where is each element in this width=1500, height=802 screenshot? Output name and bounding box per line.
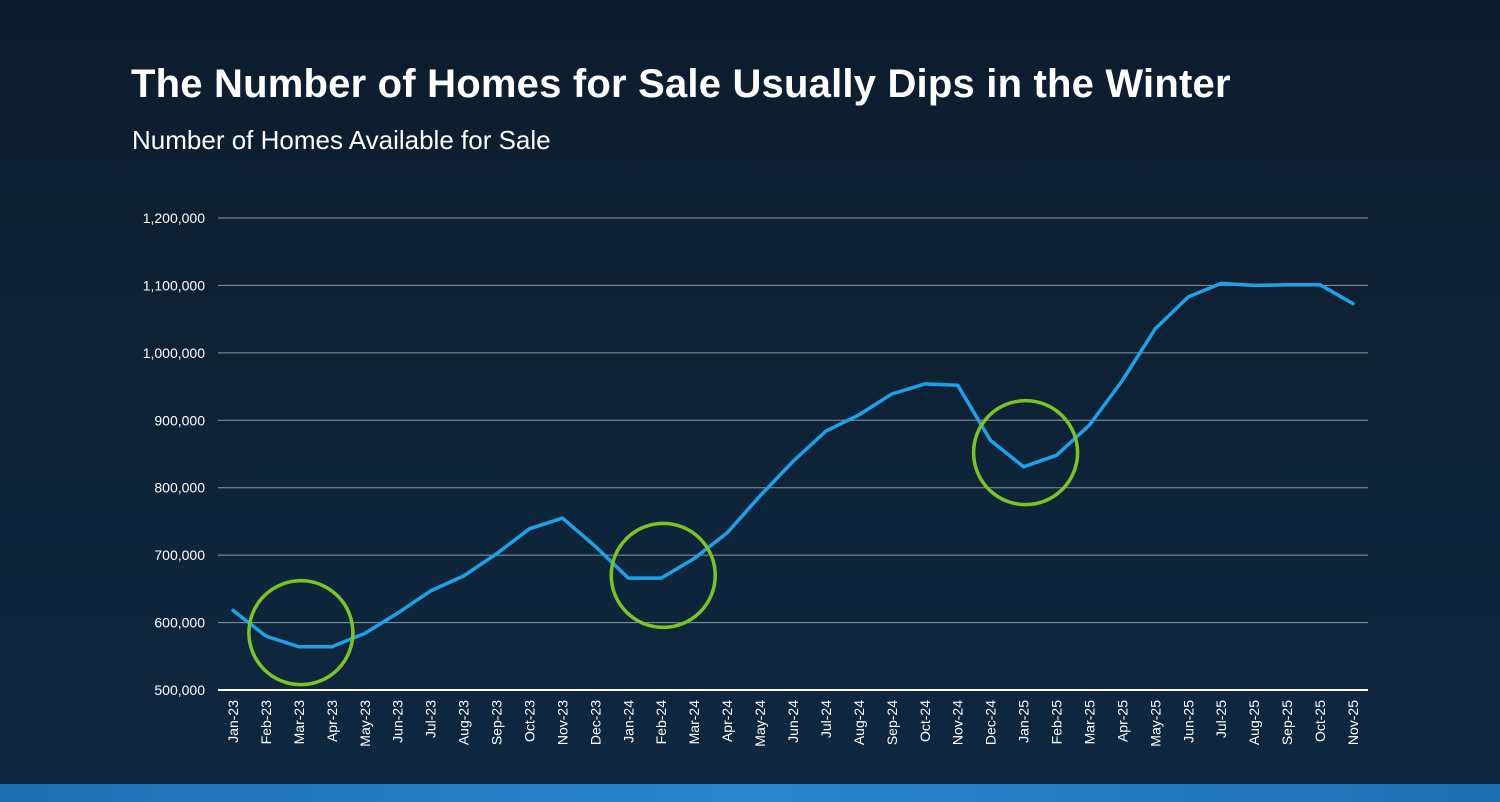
x-tick-label: Nov-25: [1345, 700, 1361, 745]
x-tick-label: Aug-24: [851, 700, 867, 745]
x-tick-label: Apr-25: [1114, 700, 1130, 742]
x-tick-label: Nov-23: [554, 700, 570, 745]
x-tick-label: Apr-23: [324, 700, 340, 742]
series-line: [231, 281, 1355, 649]
x-tick-label: Apr-24: [719, 700, 735, 742]
dip-highlight-circle: [247, 578, 355, 687]
dip-highlight-circle: [609, 521, 717, 630]
series-lines: [231, 281, 1355, 649]
x-tick-label: Oct-25: [1312, 700, 1328, 742]
chart-title: The Number of Homes for Sale Usually Dip…: [131, 62, 1231, 106]
x-tick-label: Jun-24: [785, 700, 801, 743]
x-tick-label: Jun-23: [390, 700, 406, 743]
x-tick-label: Mar-24: [686, 700, 702, 745]
grid-lines: [218, 217, 1368, 624]
x-tick-label: Oct-24: [917, 700, 933, 742]
x-tick-label: Sep-25: [1279, 700, 1295, 745]
x-tick-label: Aug-23: [456, 700, 472, 745]
y-tick-label: 600,000: [154, 615, 205, 631]
x-tick-label: May-25: [1147, 700, 1163, 747]
y-tick-label: 700,000: [154, 547, 205, 563]
x-tick-label: May-24: [752, 700, 768, 747]
y-axis-tick-labels: 500,000 600,000 700,000 800,000 900,000 1,000…: [143, 210, 206, 698]
footer-accent-bar: [0, 784, 1500, 802]
y-tick-label: 1,000,000: [143, 345, 205, 361]
y-tick-label: 500,000: [154, 682, 205, 698]
chart-subtitle: Number of Homes Available for Sale: [132, 125, 551, 155]
x-tick-label: Jan-23: [225, 700, 241, 743]
y-tick-label: 800,000: [154, 480, 205, 496]
x-tick-label: Feb-25: [1049, 700, 1065, 745]
y-tick-label: 900,000: [154, 412, 205, 428]
dip-highlight-circle: [971, 398, 1080, 507]
x-tick-label: Mar-25: [1081, 700, 1097, 745]
x-tick-label: Dec-24: [983, 700, 999, 745]
x-axis-tick-labels: Jan-23 Feb-23 Mar-23 Apr-23 May-23 Jun-23 Jul-…: [225, 700, 1361, 747]
x-tick-label: Mar-23: [291, 700, 307, 745]
y-tick-label: 1,100,000: [143, 277, 205, 293]
x-tick-label: Jul-24: [818, 700, 834, 738]
x-tick-label: Jan-25: [1016, 700, 1032, 743]
x-tick-label: Aug-25: [1246, 700, 1262, 745]
x-tick-label: Nov-24: [950, 700, 966, 745]
y-tick-label: 1,200,000: [143, 210, 205, 226]
x-tick-label: Jan-24: [620, 700, 636, 743]
x-tick-label: Sep-24: [884, 700, 900, 745]
x-tick-label: Jun-25: [1180, 700, 1196, 743]
x-tick-label: Jul-23: [423, 700, 439, 738]
x-tick-label: Feb-23: [258, 700, 274, 745]
x-tick-label: Sep-23: [489, 700, 505, 745]
annotation-circles: [247, 398, 1080, 687]
x-tick-label: Dec-23: [587, 700, 603, 745]
x-tick-label: May-23: [357, 700, 373, 747]
x-tick-label: Oct-23: [521, 700, 537, 742]
x-tick-label: Jul-25: [1213, 700, 1229, 738]
x-tick-label: Feb-24: [653, 700, 669, 745]
